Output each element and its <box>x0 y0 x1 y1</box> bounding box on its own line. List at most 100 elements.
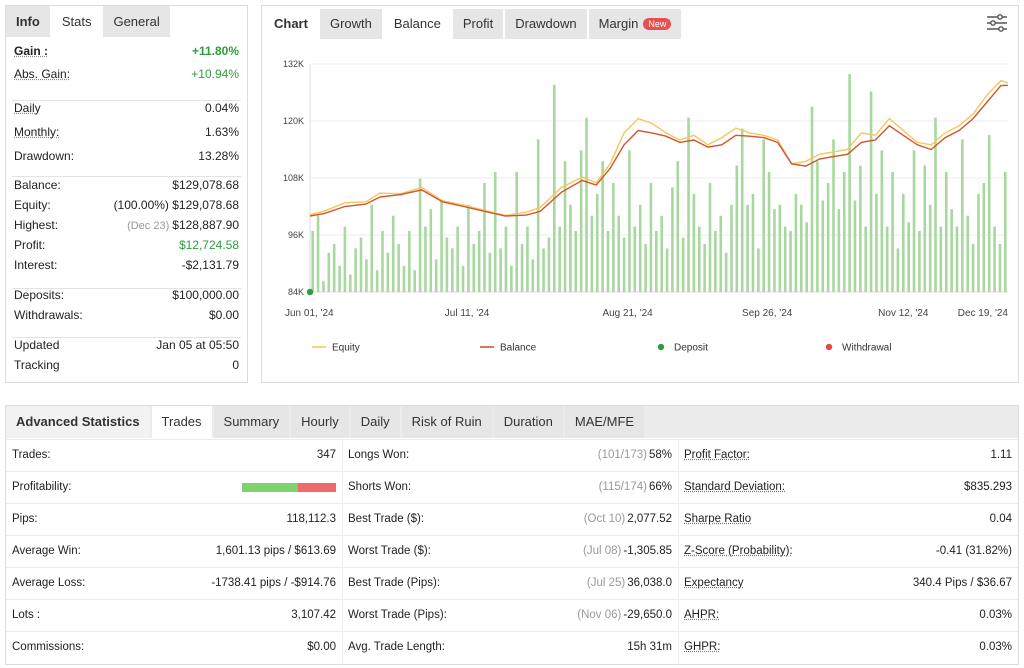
stat-label: Worst Trade ($): <box>348 545 431 557</box>
stat-value: 1.63% <box>205 123 239 141</box>
trade-bar <box>961 139 964 292</box>
trade-bar <box>842 172 846 292</box>
trade-bar <box>612 183 615 292</box>
x-tick-label: Dec 19, '24 <box>958 308 1009 319</box>
stat-label[interactable]: Expectancy <box>684 577 744 589</box>
stat-value-text: 58% <box>648 449 672 461</box>
stat-label: Longs Won: <box>348 449 410 461</box>
tab-duration[interactable]: Duration <box>493 406 563 438</box>
trade-bar <box>332 244 336 292</box>
y-tick-label: 96K <box>288 230 304 240</box>
stat-label[interactable]: Monthly: <box>14 125 60 139</box>
trade-bar <box>585 117 588 292</box>
trade-bar <box>434 259 438 292</box>
trade-bar <box>676 161 680 292</box>
trade-bar <box>977 193 980 292</box>
y-tick-label: 84K <box>288 287 304 297</box>
trade-bar <box>655 230 658 292</box>
tab-stats[interactable]: Stats <box>51 6 102 37</box>
tab-drawdown[interactable]: Drawdown <box>505 9 587 39</box>
stat-label[interactable]: Profit Factor: <box>684 449 750 461</box>
stat-label: Updated <box>14 338 60 352</box>
y-tick-label: 120K <box>283 116 304 126</box>
trade-bar <box>993 226 996 292</box>
trade-bar <box>365 259 368 292</box>
stat-value-text: $835.293 <box>964 481 1012 493</box>
tab-trades[interactable]: Trades <box>151 406 212 438</box>
stat-label[interactable]: AHPR: <box>684 609 720 621</box>
trade-bar <box>547 237 551 292</box>
trade-bar <box>762 139 765 292</box>
stat-row: Best Trade (Pips): (Jul 25) 36,038.0 <box>342 567 678 599</box>
trade-bar <box>590 215 594 292</box>
trade-bar <box>493 172 497 292</box>
tab-advanced-statistics[interactable]: Advanced Statistics <box>6 406 150 438</box>
trade-bar <box>397 244 400 292</box>
stat-label: Average Loss: <box>12 577 86 589</box>
stat-note: (Jul 25) <box>586 577 626 589</box>
sliders-icon[interactable] <box>986 14 1008 32</box>
tab-summary[interactable]: Summary <box>213 406 290 438</box>
stat-value-text: 2,077.52 <box>627 513 672 525</box>
stats-tabbar: Info Stats General <box>6 6 247 37</box>
tab-growth[interactable]: Growth <box>319 9 382 39</box>
stat-value-text: 15h 31m <box>627 641 672 653</box>
stat-label: Profit: <box>14 238 46 252</box>
trade-bar <box>316 215 320 292</box>
trade-bar <box>499 248 502 292</box>
stat-label: Drawdown: <box>14 149 75 163</box>
stat-note: (101/173) <box>597 449 647 461</box>
stat-label: Best Trade ($): <box>348 513 425 525</box>
trade-bar <box>649 183 653 292</box>
stat-value: 118,112.3 <box>287 504 336 535</box>
trade-bar <box>896 248 900 292</box>
stat-row: Z-Score (Probability): -0.41 (31.82%) <box>678 535 1018 567</box>
stat-row: Trades: 347 <box>6 439 342 471</box>
trade-bar <box>1004 172 1007 292</box>
trade-bar <box>660 215 663 292</box>
trade-bar <box>563 161 567 292</box>
tab-risk-of-ruin[interactable]: Risk of Ruin <box>401 406 492 438</box>
tab-mae-mfe[interactable]: MAE/MFE <box>564 406 645 438</box>
tab-profit[interactable]: Profit <box>452 9 504 39</box>
stat-label[interactable]: GHPR: <box>684 641 721 653</box>
stat-value: $12,724.58 <box>179 236 239 254</box>
tab-chart[interactable]: Chart <box>264 9 318 39</box>
stat-value: $100,000.00 <box>172 286 239 304</box>
trade-bar <box>778 204 782 292</box>
stat-label[interactable]: Z-Score (Probability): <box>684 545 793 557</box>
tab-margin[interactable]: Margin New <box>588 9 682 39</box>
trade-bar <box>408 230 411 292</box>
stat-row-daily: Daily 0.04% <box>14 99 239 117</box>
tab-info[interactable]: Info <box>6 6 50 37</box>
tab-general[interactable]: General <box>103 6 170 37</box>
stat-label[interactable]: Daily <box>14 101 41 115</box>
tab-daily[interactable]: Daily <box>350 406 400 438</box>
trade-bar <box>386 252 390 292</box>
stat-value: $129,078.68 <box>172 176 239 194</box>
stat-label: Highest: <box>14 218 59 232</box>
stat-note: (Dec 23) <box>127 220 170 232</box>
divider <box>12 288 241 289</box>
stat-value-text: +11.80% <box>191 44 239 58</box>
stat-row: Worst Trade (Pips): (Nov 06) -29,650.0 <box>342 599 678 631</box>
stat-note: (Nov 06) <box>577 609 622 621</box>
trade-bar <box>859 165 862 292</box>
trade-bar <box>429 209 433 292</box>
stat-label[interactable]: Abs. Gain: <box>14 67 71 81</box>
x-tick-label: Sep 26, '24 <box>742 308 793 319</box>
stat-row: AHPR: 0.03% <box>678 599 1018 631</box>
stat-row: Lots : 3,107.42 <box>6 599 342 631</box>
tab-hourly[interactable]: Hourly <box>291 406 349 438</box>
stat-label[interactable]: Sharpe Ratio <box>684 513 752 525</box>
tab-balance[interactable]: Balance <box>383 9 451 39</box>
x-tick-label: Jun 01, '24 <box>285 308 334 319</box>
stat-value: (Oct 10) 2,077.52 <box>584 504 672 535</box>
x-tick-label: Jul 11, '24 <box>445 308 490 319</box>
stat-value: (Nov 06) -29,650.0 <box>577 600 672 631</box>
legend-label-equity: Equity <box>332 343 360 354</box>
stat-label[interactable]: Gain : <box>14 44 49 58</box>
trade-bar <box>918 230 921 292</box>
stat-label[interactable]: Standard Deviation: <box>684 481 786 493</box>
trade-bar <box>864 226 868 292</box>
